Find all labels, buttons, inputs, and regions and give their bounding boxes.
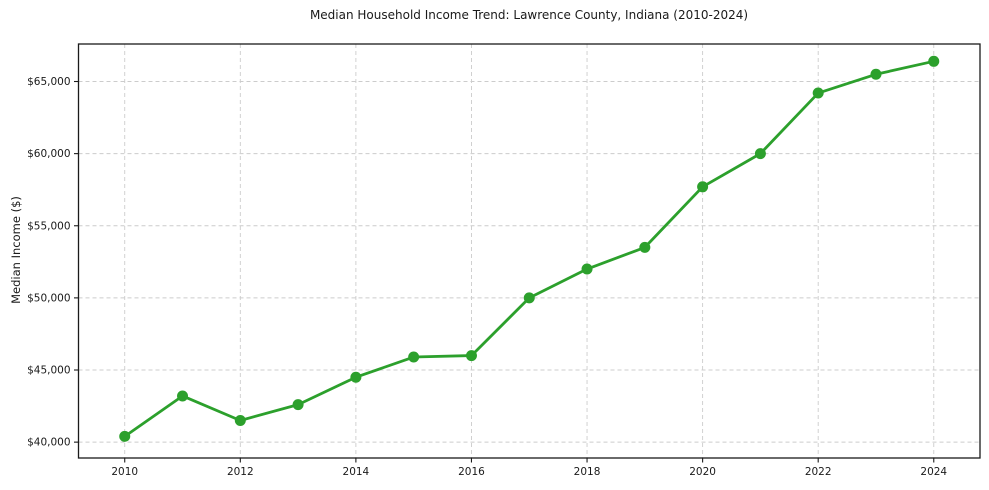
- y-tick-label: $50,000: [27, 292, 70, 304]
- x-tick-label: 2022: [805, 466, 832, 478]
- data-point-marker: [465, 350, 477, 362]
- x-tick-label: 2010: [111, 466, 138, 478]
- plot-border: [77, 43, 981, 459]
- y-tick-label: $60,000: [27, 148, 70, 160]
- x-tick-label: 2024: [920, 466, 947, 478]
- data-point-marker: [928, 55, 940, 67]
- data-point-marker: [119, 430, 131, 442]
- data-point-marker: [581, 263, 593, 275]
- x-tick-label: 2014: [343, 466, 370, 478]
- data-point-marker: [350, 371, 362, 383]
- data-point-marker: [697, 181, 709, 193]
- y-tick-label: $45,000: [27, 365, 70, 377]
- x-tick-label: 2020: [689, 466, 716, 478]
- y-tick-label: $55,000: [27, 220, 70, 232]
- x-tick-label: 2016: [458, 466, 485, 478]
- data-point-marker: [754, 148, 766, 160]
- data-point-marker: [812, 87, 824, 99]
- data-point-marker: [523, 292, 535, 304]
- x-tick-label: 2018: [574, 466, 601, 478]
- data-point-marker: [177, 390, 189, 402]
- chart-title: Median Household Income Trend: Lawrence …: [309, 8, 749, 22]
- x-tick-label: 2012: [227, 466, 254, 478]
- data-point-marker: [870, 68, 882, 80]
- y-tick-label: $40,000: [27, 437, 70, 449]
- data-point-marker: [408, 351, 420, 363]
- trend-line: [123, 59, 936, 438]
- y-tick-label: $65,000: [27, 76, 70, 88]
- data-point-marker: [234, 414, 246, 426]
- data-point-marker: [639, 241, 651, 253]
- data-point-marker: [292, 399, 304, 411]
